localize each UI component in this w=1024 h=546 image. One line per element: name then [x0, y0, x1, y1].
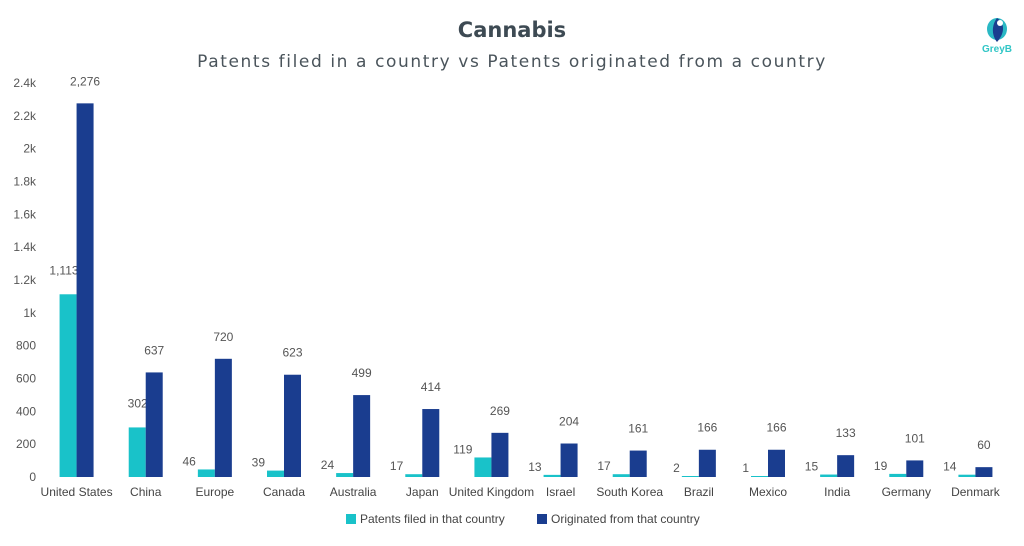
data-label-originated: 720: [213, 330, 233, 344]
bar-filled: [889, 473, 907, 477]
data-label-filled: 39: [252, 456, 266, 470]
x-category-label: Israel: [546, 485, 575, 499]
data-label-originated: 166: [766, 421, 786, 435]
data-label-filled: 17: [597, 459, 611, 473]
legend-swatch: [537, 514, 547, 524]
data-label-originated: 101: [905, 431, 925, 445]
data-label-filled: 24: [321, 458, 335, 472]
data-label-filled: 1,113: [49, 263, 78, 277]
data-label-filled: 302: [128, 396, 148, 410]
bar-filled: [474, 457, 492, 477]
y-axis: 0 200 400 600 800 1k 1.2k 1.4k 1.6k 1.8k 2k 2.2k 2.4…: [13, 76, 37, 484]
y-tick-label: 0: [29, 470, 36, 484]
bar-originated: [906, 460, 924, 477]
x-category-label: United Kingdom: [449, 485, 534, 499]
y-tick-label: 1.6k: [13, 207, 37, 221]
y-tick-label: 600: [16, 372, 36, 386]
data-label-originated: 161: [628, 422, 648, 436]
x-category-label: Denmark: [951, 485, 1001, 499]
chart-title: Cannabis: [457, 18, 567, 42]
legend-label: Originated from that country: [551, 512, 700, 526]
greyb-logo-icon: [987, 18, 1007, 42]
data-label-originated: 204: [559, 415, 579, 429]
data-label-filled: 17: [390, 459, 404, 473]
bar-originated: [837, 455, 855, 477]
data-label-filled: 19: [874, 459, 888, 473]
data-label-filled: 13: [528, 460, 542, 474]
x-category-label: Japan: [406, 485, 439, 499]
bar-filled: [267, 470, 284, 477]
bar-filled: [958, 474, 976, 477]
data-label-filled: 1: [742, 461, 749, 475]
data-label-originated: 133: [836, 426, 856, 440]
x-category-label: Mexico: [749, 485, 787, 499]
x-category-label: United States: [41, 485, 113, 499]
y-tick-label: 1.4k: [13, 240, 37, 254]
bar-originated: [975, 467, 993, 477]
bar-originated: [698, 449, 716, 477]
bar-filled: [59, 294, 77, 477]
data-label-originated: 269: [490, 404, 510, 418]
bar-originated: [768, 449, 785, 477]
bar-filled: [820, 474, 838, 477]
y-tick-label: 2k: [23, 142, 37, 156]
bar-originated: [76, 103, 94, 478]
y-tick-label: 2.2k: [13, 109, 37, 123]
x-axis: United States China Europe Canada Australia J…: [41, 485, 1001, 499]
y-tick-label: 2.4k: [13, 76, 37, 90]
bar-filled: [405, 474, 423, 477]
y-tick-label: 1k: [23, 306, 37, 320]
bar-originated: [353, 395, 371, 477]
bar-originated: [214, 358, 232, 477]
data-label-originated: 637: [144, 343, 164, 357]
data-label-filled: 15: [805, 460, 819, 474]
bar-originated: [560, 443, 578, 477]
data-label-originated: 414: [421, 380, 441, 394]
y-tick-label: 1.2k: [13, 273, 37, 287]
legend-label: Patents filed in that country: [360, 512, 505, 526]
x-category-label: Canada: [263, 485, 305, 499]
data-label-originated: 2,276: [70, 74, 100, 88]
x-category-label: China: [130, 485, 162, 499]
legend: Patents filed in that country Originated …: [346, 512, 700, 526]
y-tick-label: 400: [16, 404, 36, 418]
data-label-filled: 14: [943, 460, 957, 474]
bar-filled: [681, 476, 699, 477]
bar-filled: [543, 474, 561, 477]
y-tick-label: 200: [16, 437, 36, 451]
data-label-originated: 623: [282, 346, 302, 360]
bar-originated: [629, 450, 647, 477]
x-category-label: South Korea: [596, 485, 663, 499]
x-category-label: Germany: [882, 485, 931, 499]
bar-originated: [422, 409, 440, 477]
data-label-filled: 2: [673, 461, 680, 475]
bar-filled: [612, 474, 630, 477]
x-category-label: Brazil: [684, 485, 714, 499]
bar-filled: [336, 473, 354, 477]
bar-filled: [197, 469, 215, 477]
x-category-label: India: [824, 485, 850, 499]
logo-text: GreyB: [981, 44, 1012, 55]
bar-originated: [284, 374, 301, 477]
x-category-label: Europe: [196, 485, 235, 499]
bar-originated: [145, 372, 163, 477]
data-label-filled: 119: [453, 442, 472, 456]
data-label-originated: 499: [352, 366, 372, 380]
data-label-originated: 60: [977, 438, 991, 452]
bars-group: 1,1132,276302637467203962324499174141192…: [49, 74, 993, 478]
data-label-filled: 46: [182, 454, 196, 468]
y-tick-label: 1.8k: [13, 175, 37, 189]
y-tick-label: 800: [16, 339, 36, 353]
bar-originated: [491, 432, 509, 477]
x-category-label: Australia: [330, 485, 377, 499]
data-label-originated: 166: [697, 421, 717, 435]
bar-filled: [128, 427, 146, 477]
chart-subtitle: Patents filed in a country vs Patents or…: [197, 52, 827, 72]
bar-filled: [751, 476, 768, 477]
legend-swatch: [346, 514, 356, 524]
